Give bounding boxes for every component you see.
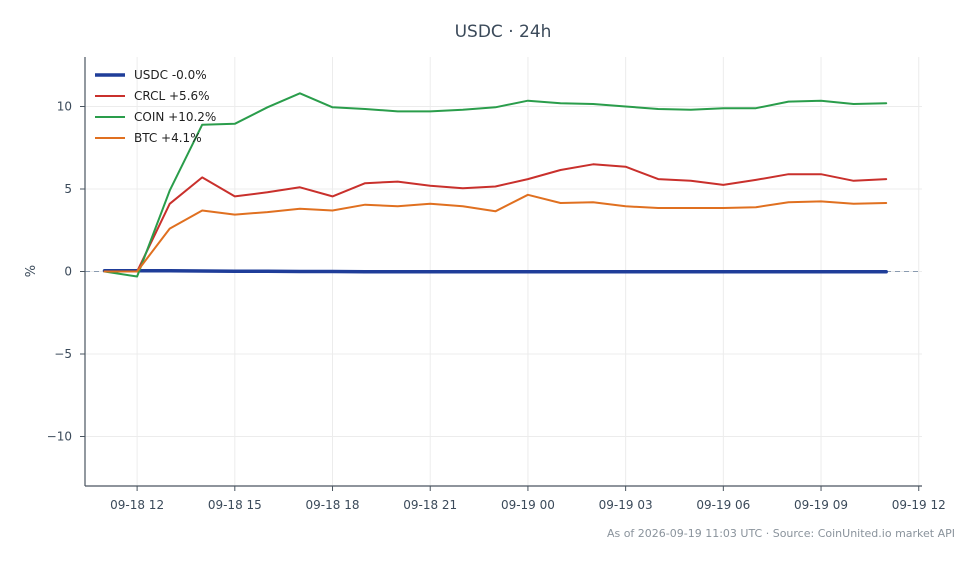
series-line-1 bbox=[103, 163, 888, 273]
y-axis-label: % bbox=[24, 265, 39, 277]
x-tick-label: 09-18 12 bbox=[110, 498, 164, 512]
chart-title: USDC · 24h bbox=[455, 22, 552, 42]
x-tick-label: 09-18 15 bbox=[208, 498, 262, 512]
series-lines bbox=[102, 92, 888, 278]
x-tick-label: 09-19 03 bbox=[599, 498, 653, 512]
x-tick-label: 09-18 21 bbox=[403, 498, 457, 512]
y-tick-label: 10 bbox=[57, 100, 72, 114]
y-axis-ticks: 10 5 0 −5 −10 bbox=[47, 100, 85, 444]
legend-entry: CRCL +5.6% bbox=[134, 89, 210, 103]
y-tick-label: −5 bbox=[54, 347, 72, 361]
legend: USDC -0.0% CRCL +5.6% COIN +10.2% BTC +4.1% bbox=[95, 68, 216, 145]
x-tick-label: 09-19 06 bbox=[696, 498, 750, 512]
series-line-0 bbox=[102, 268, 888, 274]
y-tick-label: 0 bbox=[64, 265, 72, 279]
x-tick-label: 09-19 00 bbox=[501, 498, 555, 512]
series-line-3 bbox=[103, 193, 888, 273]
legend-entry: USDC -0.0% bbox=[134, 68, 207, 82]
x-axis-ticks: 09-18 12 09-18 15 09-18 18 09-18 21 09-19 00… bbox=[110, 486, 946, 512]
y-tick-label: −10 bbox=[47, 430, 72, 444]
y-tick-label: 5 bbox=[64, 182, 72, 196]
series-line-2 bbox=[103, 92, 888, 278]
legend-entry: BTC +4.1% bbox=[134, 131, 202, 145]
x-tick-label: 09-19 12 bbox=[892, 498, 946, 512]
x-tick-label: 09-19 09 bbox=[794, 498, 848, 512]
x-tick-label: 09-18 18 bbox=[306, 498, 360, 512]
source-footer: As of 2026-09-19 11:03 UTC · Source: Coi… bbox=[607, 527, 955, 540]
legend-entry: COIN +10.2% bbox=[134, 110, 216, 124]
